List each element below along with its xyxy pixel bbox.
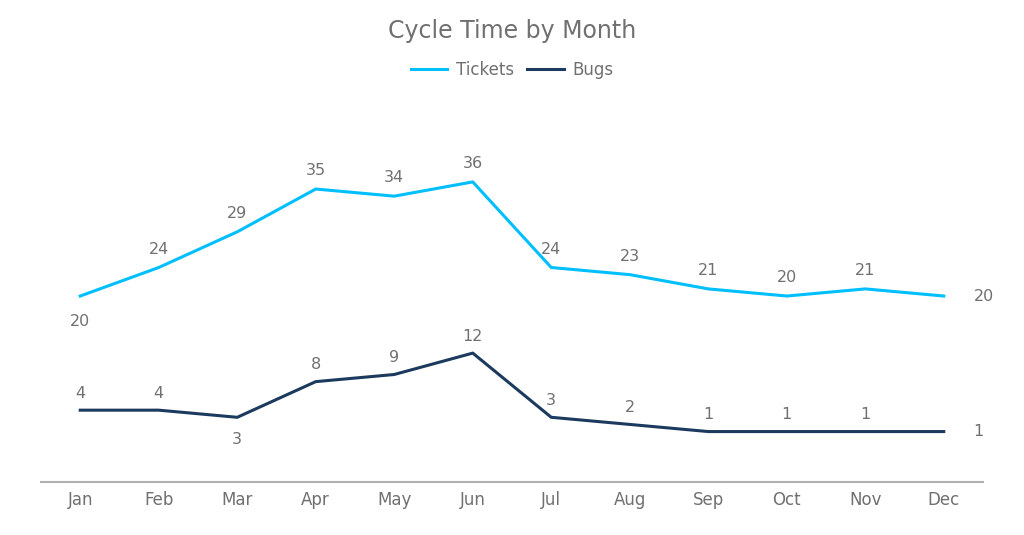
Text: 4: 4 [154, 386, 164, 401]
Text: 1: 1 [860, 407, 870, 422]
Text: 21: 21 [698, 263, 719, 278]
Text: 36: 36 [463, 156, 482, 171]
Text: 12: 12 [463, 329, 483, 344]
Text: 34: 34 [384, 171, 404, 186]
Text: 24: 24 [541, 242, 561, 257]
Text: 3: 3 [232, 432, 243, 447]
Text: 1: 1 [703, 407, 714, 422]
Text: 8: 8 [310, 357, 321, 372]
Legend: Tickets, Bugs: Tickets, Bugs [404, 55, 620, 86]
Text: 20: 20 [70, 314, 90, 329]
Text: 1: 1 [781, 407, 792, 422]
Text: 21: 21 [855, 263, 876, 278]
Text: 29: 29 [227, 206, 248, 221]
Title: Cycle Time by Month: Cycle Time by Month [388, 19, 636, 43]
Text: 2: 2 [625, 400, 635, 415]
Text: 20: 20 [974, 288, 994, 303]
Text: 9: 9 [389, 350, 399, 365]
Text: 4: 4 [75, 386, 85, 401]
Text: 24: 24 [148, 242, 169, 257]
Text: 35: 35 [306, 163, 326, 178]
Text: 1: 1 [974, 424, 984, 439]
Text: 23: 23 [620, 249, 640, 264]
Text: 20: 20 [776, 270, 797, 285]
Text: 3: 3 [546, 393, 556, 408]
